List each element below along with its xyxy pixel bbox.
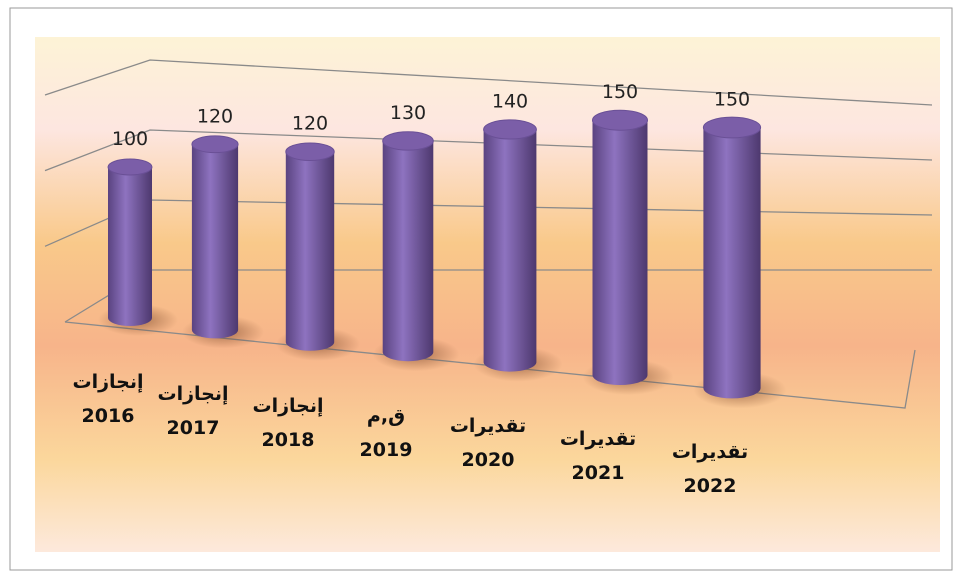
bar-body [108,167,152,326]
bar-top [285,142,335,162]
bar [702,116,762,399]
bar-top [107,158,153,176]
value-label: 100 [112,128,148,150]
bar-body [191,144,239,339]
bar-body [703,127,761,399]
x-tick-label: تقديرات [450,415,526,437]
bar [191,135,239,339]
value-label: 130 [390,102,426,124]
x-tick-label: 2018 [262,429,315,451]
x-tick-label: ق,م [367,405,405,427]
bar-body [483,129,537,372]
x-tick-label: 2017 [167,417,220,439]
bar [107,158,153,326]
bar-body [285,151,335,351]
x-tick-label: 2022 [684,475,737,497]
x-tick-label: إنجازات [252,395,323,417]
value-label: 150 [602,81,638,103]
bar-body [382,140,434,362]
chart-layer: 100 إنجازات 2016 120 إنجازات 2017 120 إنجازات 20… [44,59,933,497]
bar-top [382,131,434,151]
x-tick-label: 2020 [462,449,515,471]
bar-top [702,116,762,139]
x-tick-label: 2021 [572,462,625,484]
x-tick-label: 2019 [360,439,413,461]
bar [483,119,537,372]
value-label: 120 [292,113,328,135]
x-tick-label: إنجازات [72,371,143,393]
bar-top [191,135,239,154]
bar [285,142,335,351]
x-tick-label: تقديرات [560,428,636,450]
x-tick-label: إنجازات [157,383,228,405]
x-tick-label: 2016 [82,405,135,427]
bar-top [592,109,648,131]
bar-body [592,120,648,385]
x-tick-label: تقديرات [672,441,748,463]
value-label: 150 [714,89,750,111]
value-label: 120 [197,105,233,127]
bar [382,131,434,362]
bar [592,109,648,385]
value-label: 140 [492,90,528,112]
grid-line [44,129,933,172]
bar-top [483,119,537,140]
grid-line [44,59,933,106]
